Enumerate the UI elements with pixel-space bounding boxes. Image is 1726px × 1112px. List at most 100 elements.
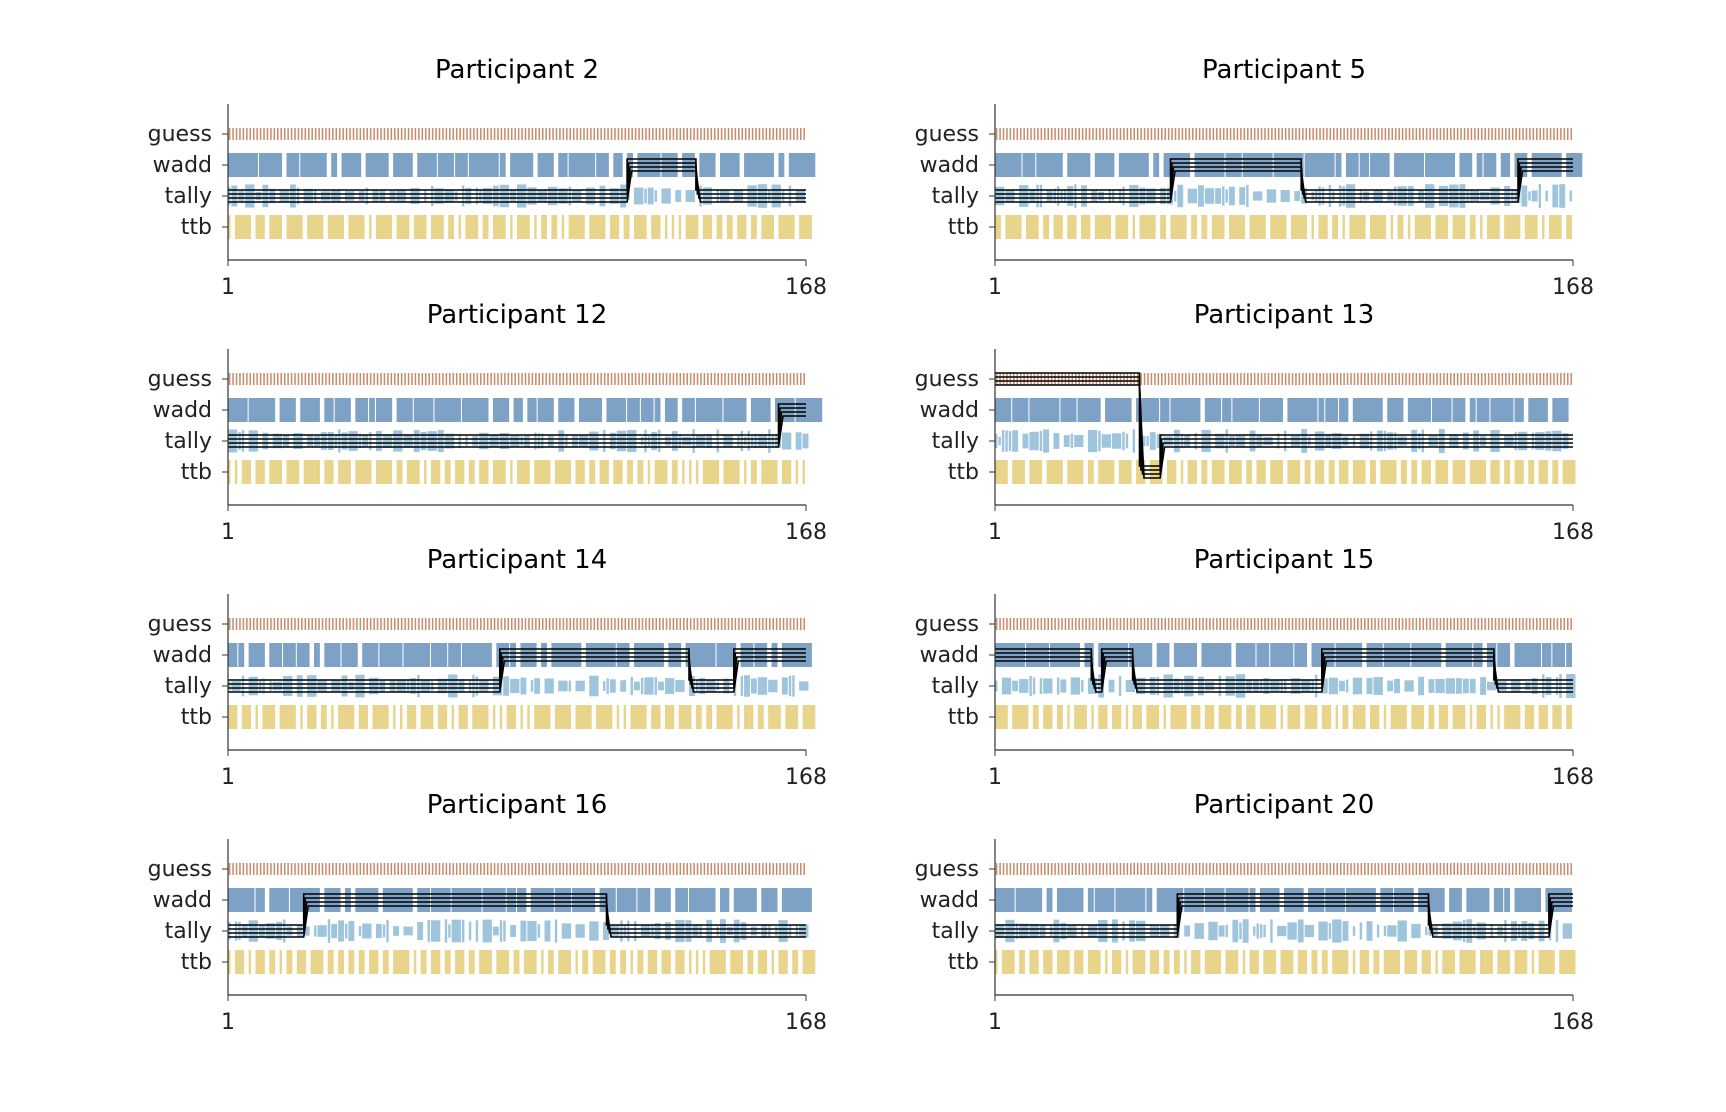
guess-mark <box>1191 618 1194 630</box>
guess-mark <box>290 128 293 140</box>
tally-mark <box>1373 677 1383 695</box>
guess-mark <box>1460 128 1462 140</box>
guess-mark <box>1181 128 1184 140</box>
guess-mark <box>641 863 644 875</box>
y-tick-label-tally: tally <box>165 429 212 454</box>
ttb-mark <box>1136 460 1146 484</box>
tally-mark <box>1528 922 1535 940</box>
tally-mark <box>1511 921 1517 941</box>
tally-mark <box>499 184 510 208</box>
guess-mark <box>1191 863 1194 875</box>
wadd-mark <box>248 398 276 422</box>
guess-mark <box>1432 863 1435 875</box>
guess-mark <box>1181 863 1184 875</box>
guess-mark <box>1339 863 1342 875</box>
guess-mark <box>359 128 362 140</box>
guess-mark <box>782 128 785 140</box>
wadd-mark <box>558 153 568 177</box>
tally-mark <box>723 678 730 694</box>
tally-mark <box>396 680 406 692</box>
guess-mark <box>242 128 245 140</box>
ttb-mark <box>286 215 303 239</box>
guess-mark <box>228 618 231 630</box>
guess-mark <box>1367 618 1369 630</box>
guess-mark <box>1343 128 1345 140</box>
guess-mark <box>1174 863 1177 875</box>
guess-mark <box>1130 618 1132 630</box>
guess-mark <box>1511 373 1514 385</box>
guess-mark <box>528 618 530 630</box>
guess-mark <box>1443 863 1445 875</box>
tally-mark <box>1087 924 1098 938</box>
tally-mark <box>1456 678 1462 694</box>
ttb-mark <box>1538 705 1548 729</box>
guess-mark <box>476 373 479 385</box>
wadd-mark <box>585 643 616 667</box>
guess-mark <box>1384 618 1387 630</box>
guess-mark <box>1154 128 1156 140</box>
guess-mark <box>1346 863 1349 875</box>
ttb-mark <box>1414 215 1431 239</box>
panel-title: Participant 15 <box>1194 545 1375 575</box>
guess-mark <box>559 863 561 875</box>
guess-mark <box>631 618 633 630</box>
wadd-mark <box>510 643 516 667</box>
tally-mark <box>537 189 547 203</box>
tally-mark <box>1239 187 1246 205</box>
guess-mark <box>1515 128 1517 140</box>
tally-mark <box>262 432 269 450</box>
lane-ttb <box>228 215 812 239</box>
tally-mark <box>558 680 568 692</box>
guess-mark <box>380 128 382 140</box>
guess-mark <box>332 128 334 140</box>
guess-mark <box>246 618 248 630</box>
guess-mark <box>270 373 272 385</box>
guess-mark <box>796 128 799 140</box>
guess-mark <box>497 373 499 385</box>
wadd-mark <box>228 153 258 177</box>
wadd-mark <box>695 398 723 422</box>
tally-mark <box>1428 679 1435 693</box>
tally-mark <box>1418 432 1421 450</box>
guess-mark <box>318 863 320 875</box>
ttb-mark <box>651 705 661 729</box>
guess-mark <box>263 618 265 630</box>
guess-mark <box>1394 618 1397 630</box>
tally-mark <box>1469 678 1476 694</box>
tally-mark <box>1173 190 1177 202</box>
guess-mark <box>1467 863 1469 875</box>
guess-mark <box>335 128 338 140</box>
guess-mark <box>741 373 744 385</box>
lane-tally <box>228 919 809 943</box>
guess-mark <box>342 373 344 385</box>
guess-mark <box>596 863 599 875</box>
ttb-mark <box>1397 215 1404 239</box>
tally-mark <box>1270 680 1280 692</box>
guess-mark <box>676 863 678 875</box>
guess-mark <box>621 128 623 140</box>
tally-mark <box>269 681 272 691</box>
guess-mark <box>1099 863 1101 875</box>
guess-mark <box>325 128 327 140</box>
tally-mark <box>747 431 750 451</box>
guess-mark <box>1085 618 1087 630</box>
tally-mark <box>616 430 627 452</box>
guess-mark <box>1133 863 1136 875</box>
guess-mark <box>1456 618 1459 630</box>
guess-mark <box>328 863 331 875</box>
guess-mark <box>239 618 241 630</box>
guess-mark <box>1549 618 1552 630</box>
tally-mark <box>510 435 520 447</box>
tally-mark <box>1504 185 1511 207</box>
guess-mark <box>793 373 795 385</box>
ttb-mark <box>1311 215 1314 239</box>
guess-mark <box>1477 128 1480 140</box>
guess-mark <box>528 128 530 140</box>
guess-mark <box>1508 128 1511 140</box>
guess-mark <box>658 863 661 875</box>
x-tick-label: 1 <box>221 1010 235 1035</box>
ttb-mark <box>547 950 554 974</box>
tally-mark <box>1425 184 1435 208</box>
tally-mark <box>1359 190 1363 202</box>
